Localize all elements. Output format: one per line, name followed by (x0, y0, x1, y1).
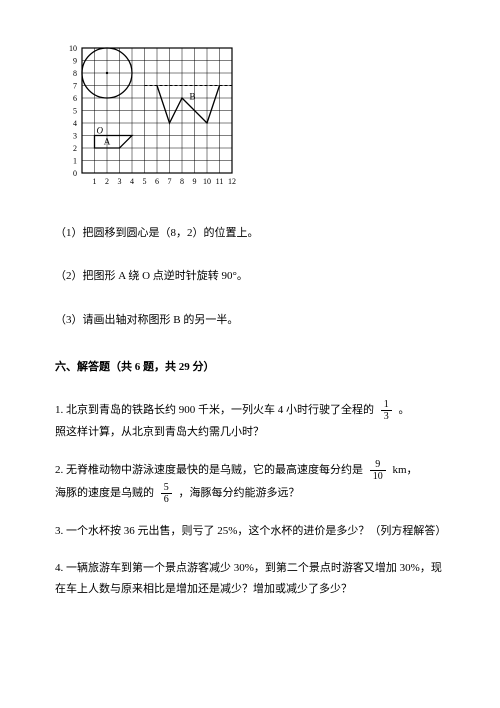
grid-svg: 012345678910123456789101112OAB (60, 40, 250, 190)
svg-text:6: 6 (73, 94, 77, 103)
p1-text-a: 1. 北京到青岛的铁路长约 900 千米，一列火车 4 小时行驶了全程的 (55, 404, 374, 416)
svg-text:1: 1 (73, 157, 77, 166)
section-6-header: 六、解答题（共 6 题，共 29 分） (55, 359, 445, 377)
problem-1: 1. 北京到青岛的铁路长约 900 千米，一列火车 4 小时行驶了全程的 1 3… (55, 399, 445, 443)
p2-text-b: km， (393, 464, 418, 476)
p3-text: 3. 一个水杯按 36 元出售，则亏了 25%，这个水杯的进价是多少？（列方程解… (55, 525, 446, 537)
svg-text:2: 2 (105, 177, 109, 186)
svg-text:A: A (104, 136, 111, 146)
svg-text:5: 5 (73, 107, 77, 116)
q1-text: （1）把圆移到圆心是（8，2）的位置上。 (55, 227, 259, 239)
problem-4: 4. 一辆旅游车到第一个景点游客减少 30%，到第二个景点时游客又增加 30%，… (55, 558, 445, 600)
svg-text:10: 10 (69, 44, 77, 53)
q2-text: （2）把图形 A 绕 O 点逆时针旋转 90°。 (55, 270, 248, 282)
svg-text:10: 10 (203, 177, 211, 186)
q3-text: （3）请画出轴对称图形 B 的另一半。 (55, 314, 238, 326)
svg-text:1: 1 (93, 177, 97, 186)
svg-text:6: 6 (155, 177, 159, 186)
svg-text:0: 0 (73, 169, 77, 178)
svg-text:O: O (97, 126, 104, 136)
svg-text:9: 9 (193, 177, 197, 186)
p2-text-a: 2. 无脊椎动物中游泳速度最快的是乌贼，它的最高速度每分约是 (55, 464, 363, 476)
p2-frac2-den: 6 (161, 494, 172, 505)
p1-text-c: 照这样计算，从北京到青岛大约需几小时？ (55, 422, 445, 443)
svg-text:3: 3 (118, 177, 122, 186)
p4-text: 4. 一辆旅游车到第一个景点游客减少 30%，到第二个景点时游客又增加 30%，… (55, 562, 442, 595)
svg-text:2: 2 (73, 144, 77, 153)
p2-frac1-num: 9 (370, 459, 386, 471)
p2-fraction-2: 5 6 (161, 482, 172, 505)
p2-text-d: ，海豚每分约能游多远？ (179, 487, 300, 499)
p1-frac-num: 1 (381, 399, 392, 411)
svg-text:B: B (190, 91, 196, 101)
svg-text:12: 12 (228, 177, 236, 186)
svg-text:8: 8 (73, 69, 77, 78)
sub-question-1: （1）把圆移到圆心是（8，2）的位置上。 (55, 225, 445, 243)
svg-text:11: 11 (216, 177, 224, 186)
svg-text:4: 4 (130, 177, 134, 186)
sub-question-3: （3）请画出轴对称图形 B 的另一半。 (55, 312, 445, 330)
p1-fraction: 1 3 (381, 399, 392, 422)
p1-frac-den: 3 (381, 411, 392, 422)
svg-text:8: 8 (180, 177, 184, 186)
svg-text:3: 3 (73, 132, 77, 141)
p1-text-b: 。 (399, 404, 410, 416)
p2-fraction-1: 9 10 (370, 459, 386, 482)
p2-frac1-den: 10 (370, 471, 386, 482)
problem-3: 3. 一个水杯按 36 元出售，则亏了 25%，这个水杯的进价是多少？（列方程解… (55, 521, 445, 542)
section-6-title: 六、解答题（共 6 题，共 29 分） (55, 361, 215, 373)
grid-figure: 012345678910123456789101112OAB (60, 40, 445, 197)
p2-text-c: 海豚的速度是乌贼的 (55, 487, 154, 499)
sub-question-2: （2）把图形 A 绕 O 点逆时针旋转 90°。 (55, 268, 445, 286)
problem-2: 2. 无脊椎动物中游泳速度最快的是乌贼，它的最高速度每分约是 9 10 km， … (55, 459, 445, 505)
svg-text:7: 7 (73, 82, 77, 91)
svg-text:7: 7 (168, 177, 172, 186)
svg-text:9: 9 (73, 57, 77, 66)
svg-text:4: 4 (73, 119, 77, 128)
p2-line2: 海豚的速度是乌贼的 5 6 ，海豚每分约能游多远？ (55, 482, 445, 505)
p2-frac2-num: 5 (161, 482, 172, 494)
svg-text:5: 5 (143, 177, 147, 186)
